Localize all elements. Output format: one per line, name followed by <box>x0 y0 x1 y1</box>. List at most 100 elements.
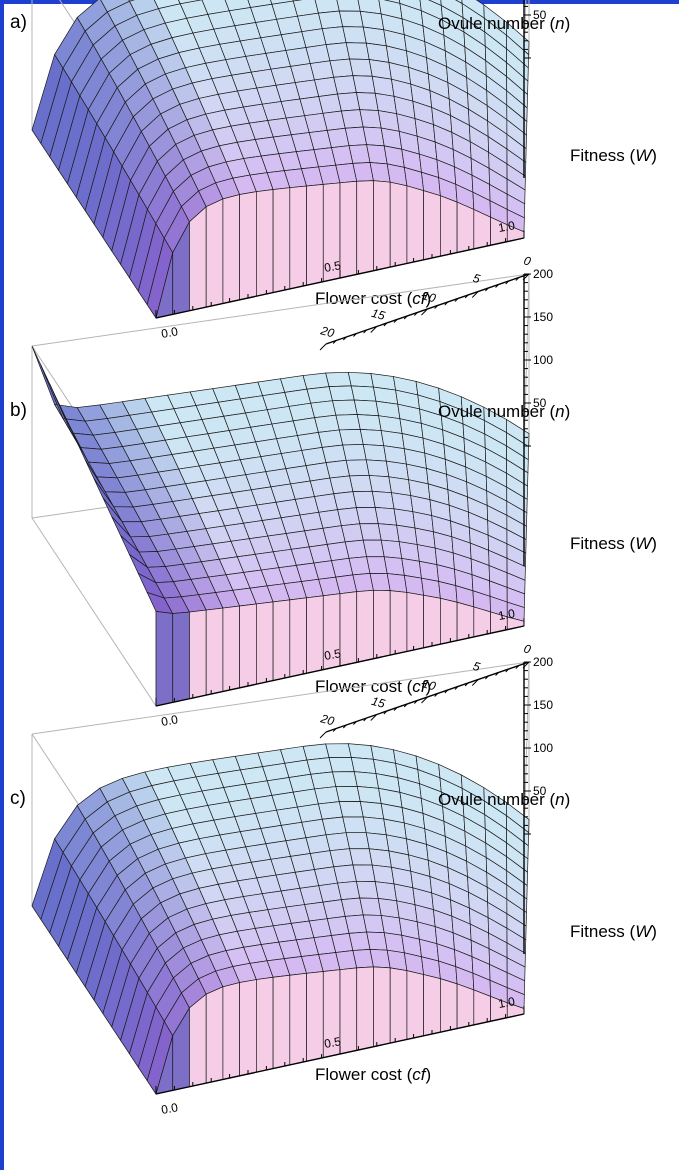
n-tick-mark <box>342 336 347 341</box>
n-tick-mark <box>471 679 479 686</box>
surface-patch <box>380 915 403 936</box>
cf-tick-label: 1.0 <box>497 606 516 623</box>
surface-patch <box>362 539 385 558</box>
surface-patch <box>374 881 398 902</box>
surface-patch <box>336 0 361 12</box>
surface-patch <box>366 556 388 574</box>
n-tick-mark <box>353 721 357 725</box>
wall-patch <box>205 607 224 696</box>
n-tick-mark <box>403 315 408 320</box>
n-tick-mark <box>454 298 459 302</box>
surface-patch <box>310 400 337 419</box>
w-tick-label: 50 <box>533 8 547 22</box>
cf-axis-var: cf <box>412 677 428 696</box>
surface-patch <box>333 75 357 95</box>
surface-patch <box>310 771 337 790</box>
wall-patch <box>239 979 257 1077</box>
surface-patch <box>377 898 400 919</box>
surface-patch <box>362 914 385 934</box>
cf-tick-label: 0.5 <box>323 646 342 663</box>
surface-patch <box>386 573 408 593</box>
n-tick-label: 0 <box>522 641 532 656</box>
n-tick-mark <box>363 717 367 722</box>
surface-patch <box>325 42 350 62</box>
n-axis-title: Ovule number (n) <box>438 402 570 421</box>
surface-patch <box>383 556 405 576</box>
n-tick-mark <box>383 322 388 327</box>
cf-axis-title: Flower cost (cf) <box>315 289 431 308</box>
n-tick-mark <box>393 319 398 323</box>
cf-axis: 0.0 0.5 1.0 <box>155 606 525 729</box>
surface-patch <box>377 523 400 543</box>
surface-patch <box>359 897 382 916</box>
surface-patch <box>314 414 340 433</box>
wall-patch <box>272 974 291 1069</box>
n-tick-mark <box>505 280 510 285</box>
fitness-surface <box>31 0 530 319</box>
surface-patch <box>340 523 364 543</box>
w-tick-label: 100 <box>533 353 553 367</box>
surface-patch <box>362 126 385 147</box>
n-tick-mark <box>515 277 520 281</box>
wall-patch <box>306 184 324 286</box>
n-tick-mark <box>413 700 418 704</box>
surface-patch <box>317 429 344 448</box>
box-edge <box>523 0 527 67</box>
surface-patch <box>317 10 344 30</box>
fitness-surface <box>31 345 530 622</box>
wall-patch <box>189 993 207 1088</box>
n-tick-mark <box>319 343 327 351</box>
surface-patch <box>342 816 367 834</box>
surface-patch <box>345 832 370 850</box>
surface-patch <box>306 757 333 775</box>
wall-patch <box>239 603 257 689</box>
surface-patch <box>321 816 347 836</box>
w-axis-title: Fitness (W) <box>570 146 657 165</box>
surface-patch <box>340 897 364 917</box>
surface-patch <box>342 444 367 461</box>
panel-label: a) <box>10 12 27 33</box>
n-tick-label: 15 <box>370 306 387 323</box>
wall-patch <box>272 599 291 681</box>
surface-patch <box>349 848 373 866</box>
surface-patch <box>368 848 392 868</box>
surface-patch <box>342 26 367 44</box>
wall-patch <box>189 205 207 312</box>
surface-patch <box>306 386 333 404</box>
surface-patch <box>359 523 382 541</box>
wall-patch <box>222 194 240 304</box>
w-tick-label: 150 <box>533 310 553 324</box>
cf-axis-title: Flower cost (cf) <box>315 1065 431 1084</box>
n-tick-mark <box>413 312 418 316</box>
wall-patch <box>373 966 391 1048</box>
n-tick-mark <box>319 731 327 739</box>
surface-patch <box>359 109 382 129</box>
n-tick-mark <box>444 689 449 694</box>
cf-tick-label: 1.0 <box>497 218 516 235</box>
cf-axis-title: Flower cost (cf) <box>315 677 431 696</box>
n-tick-mark <box>464 294 469 299</box>
w-axis: 50 100 150 200 <box>523 655 553 954</box>
surface-patch <box>333 864 357 884</box>
n-tick-mark <box>464 682 469 687</box>
box-edge <box>31 517 157 707</box>
surface-patch <box>321 444 347 463</box>
wall-patch <box>189 609 207 700</box>
n-axis-var: n <box>555 790 564 809</box>
wall-patch <box>306 971 324 1062</box>
box-edge <box>31 273 530 347</box>
w-axis-title: Fitness (W) <box>570 534 657 553</box>
w-axis: 50 100 150 200 <box>523 267 553 566</box>
n-axis-var: n <box>555 402 564 421</box>
surface-patch <box>325 743 352 758</box>
surface-patch <box>345 42 370 60</box>
n-tick-label: 10 <box>421 676 438 693</box>
cf-axis-var: cf <box>412 1065 428 1084</box>
n-tick-mark <box>383 710 388 715</box>
wall-patch <box>389 181 408 268</box>
n-tick-mark <box>363 329 367 334</box>
surface-patch <box>305 462 331 482</box>
cf-axis: 0.0 0.5 1.0 <box>155 994 525 1117</box>
surface-patch <box>338 10 364 28</box>
